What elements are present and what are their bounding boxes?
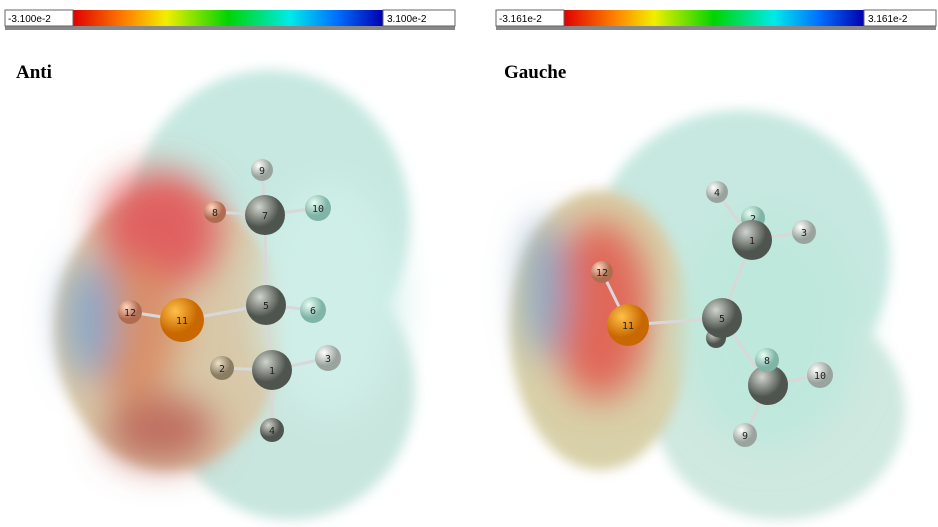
scale-min: -3.161e-2 (499, 14, 542, 25)
atom-label: 3 (801, 228, 807, 239)
atom-label: 3 (325, 354, 331, 365)
atom-label: 1 (749, 236, 755, 247)
atom-label: 4 (714, 188, 720, 199)
atom-label: 6 (310, 306, 316, 317)
atom-label: 4 (269, 426, 275, 437)
atom-label: 9 (259, 166, 265, 177)
atom-label: 11 (622, 321, 634, 332)
atom-label: 5 (263, 301, 269, 312)
scale-bar-base (5, 26, 455, 30)
atom-label: 8 (764, 356, 770, 367)
scale-bar (73, 10, 383, 26)
scale-bar-base (496, 26, 936, 30)
atom-label: 8 (212, 208, 218, 219)
panel-title: Anti (16, 62, 52, 83)
figure: 9871056121121344213121158109 -3.100e-23.… (0, 0, 938, 527)
atom-label: 1 (269, 366, 275, 377)
panel-title: Gauche (504, 62, 566, 83)
atom-label: 7 (262, 211, 268, 222)
atom-label: 2 (219, 364, 225, 375)
atom-label: 12 (596, 268, 608, 279)
atom-label: 10 (312, 204, 324, 215)
scale-bar (564, 10, 864, 26)
anti-surface (55, 70, 415, 520)
atom-label: 11 (176, 316, 188, 327)
scale-max: 3.161e-2 (868, 14, 908, 25)
atom-label: 5 (719, 314, 725, 325)
scale-max: 3.100e-2 (387, 14, 427, 25)
atom-label: 12 (124, 308, 136, 319)
atom-label: 9 (742, 431, 748, 442)
atom-label: 10 (814, 371, 826, 382)
scale-min: -3.100e-2 (8, 14, 51, 25)
